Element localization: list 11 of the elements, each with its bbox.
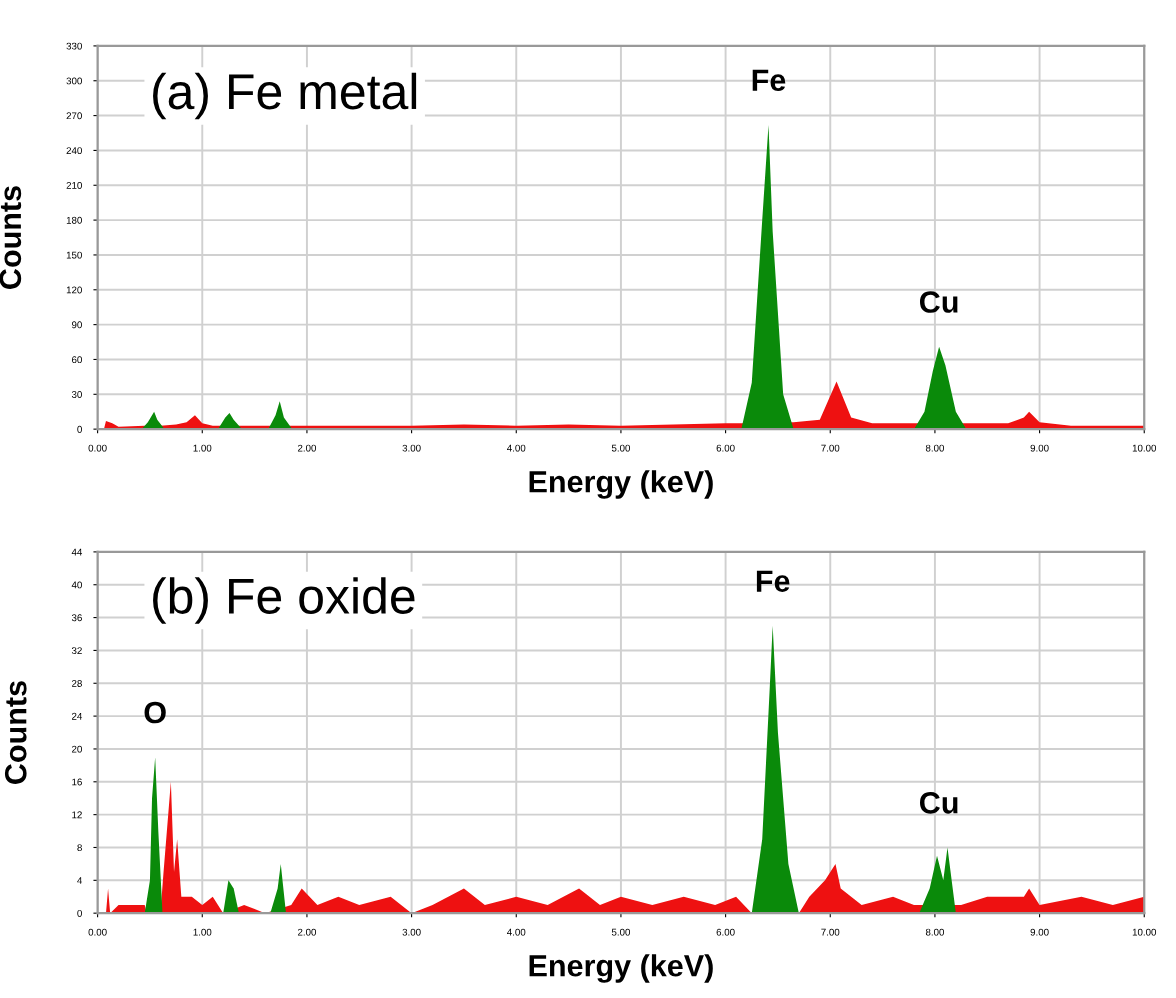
chart-title: (b) Fe oxide [153, 577, 415, 624]
y-axis-title: Counts [0, 186, 22, 289]
x-axis-title: Energy (keV) [529, 954, 713, 983]
annotation: Fe [752, 69, 786, 92]
annotation: Cu [920, 792, 958, 814]
annotation: Cu [920, 291, 958, 313]
text: (a) Fe metal [153, 72, 417, 120]
annotation: O [144, 701, 166, 724]
annotation: Fe [756, 570, 790, 592]
y-axis-title: Counts [4, 681, 27, 784]
x-axis-title: Energy (keV) [529, 470, 713, 499]
